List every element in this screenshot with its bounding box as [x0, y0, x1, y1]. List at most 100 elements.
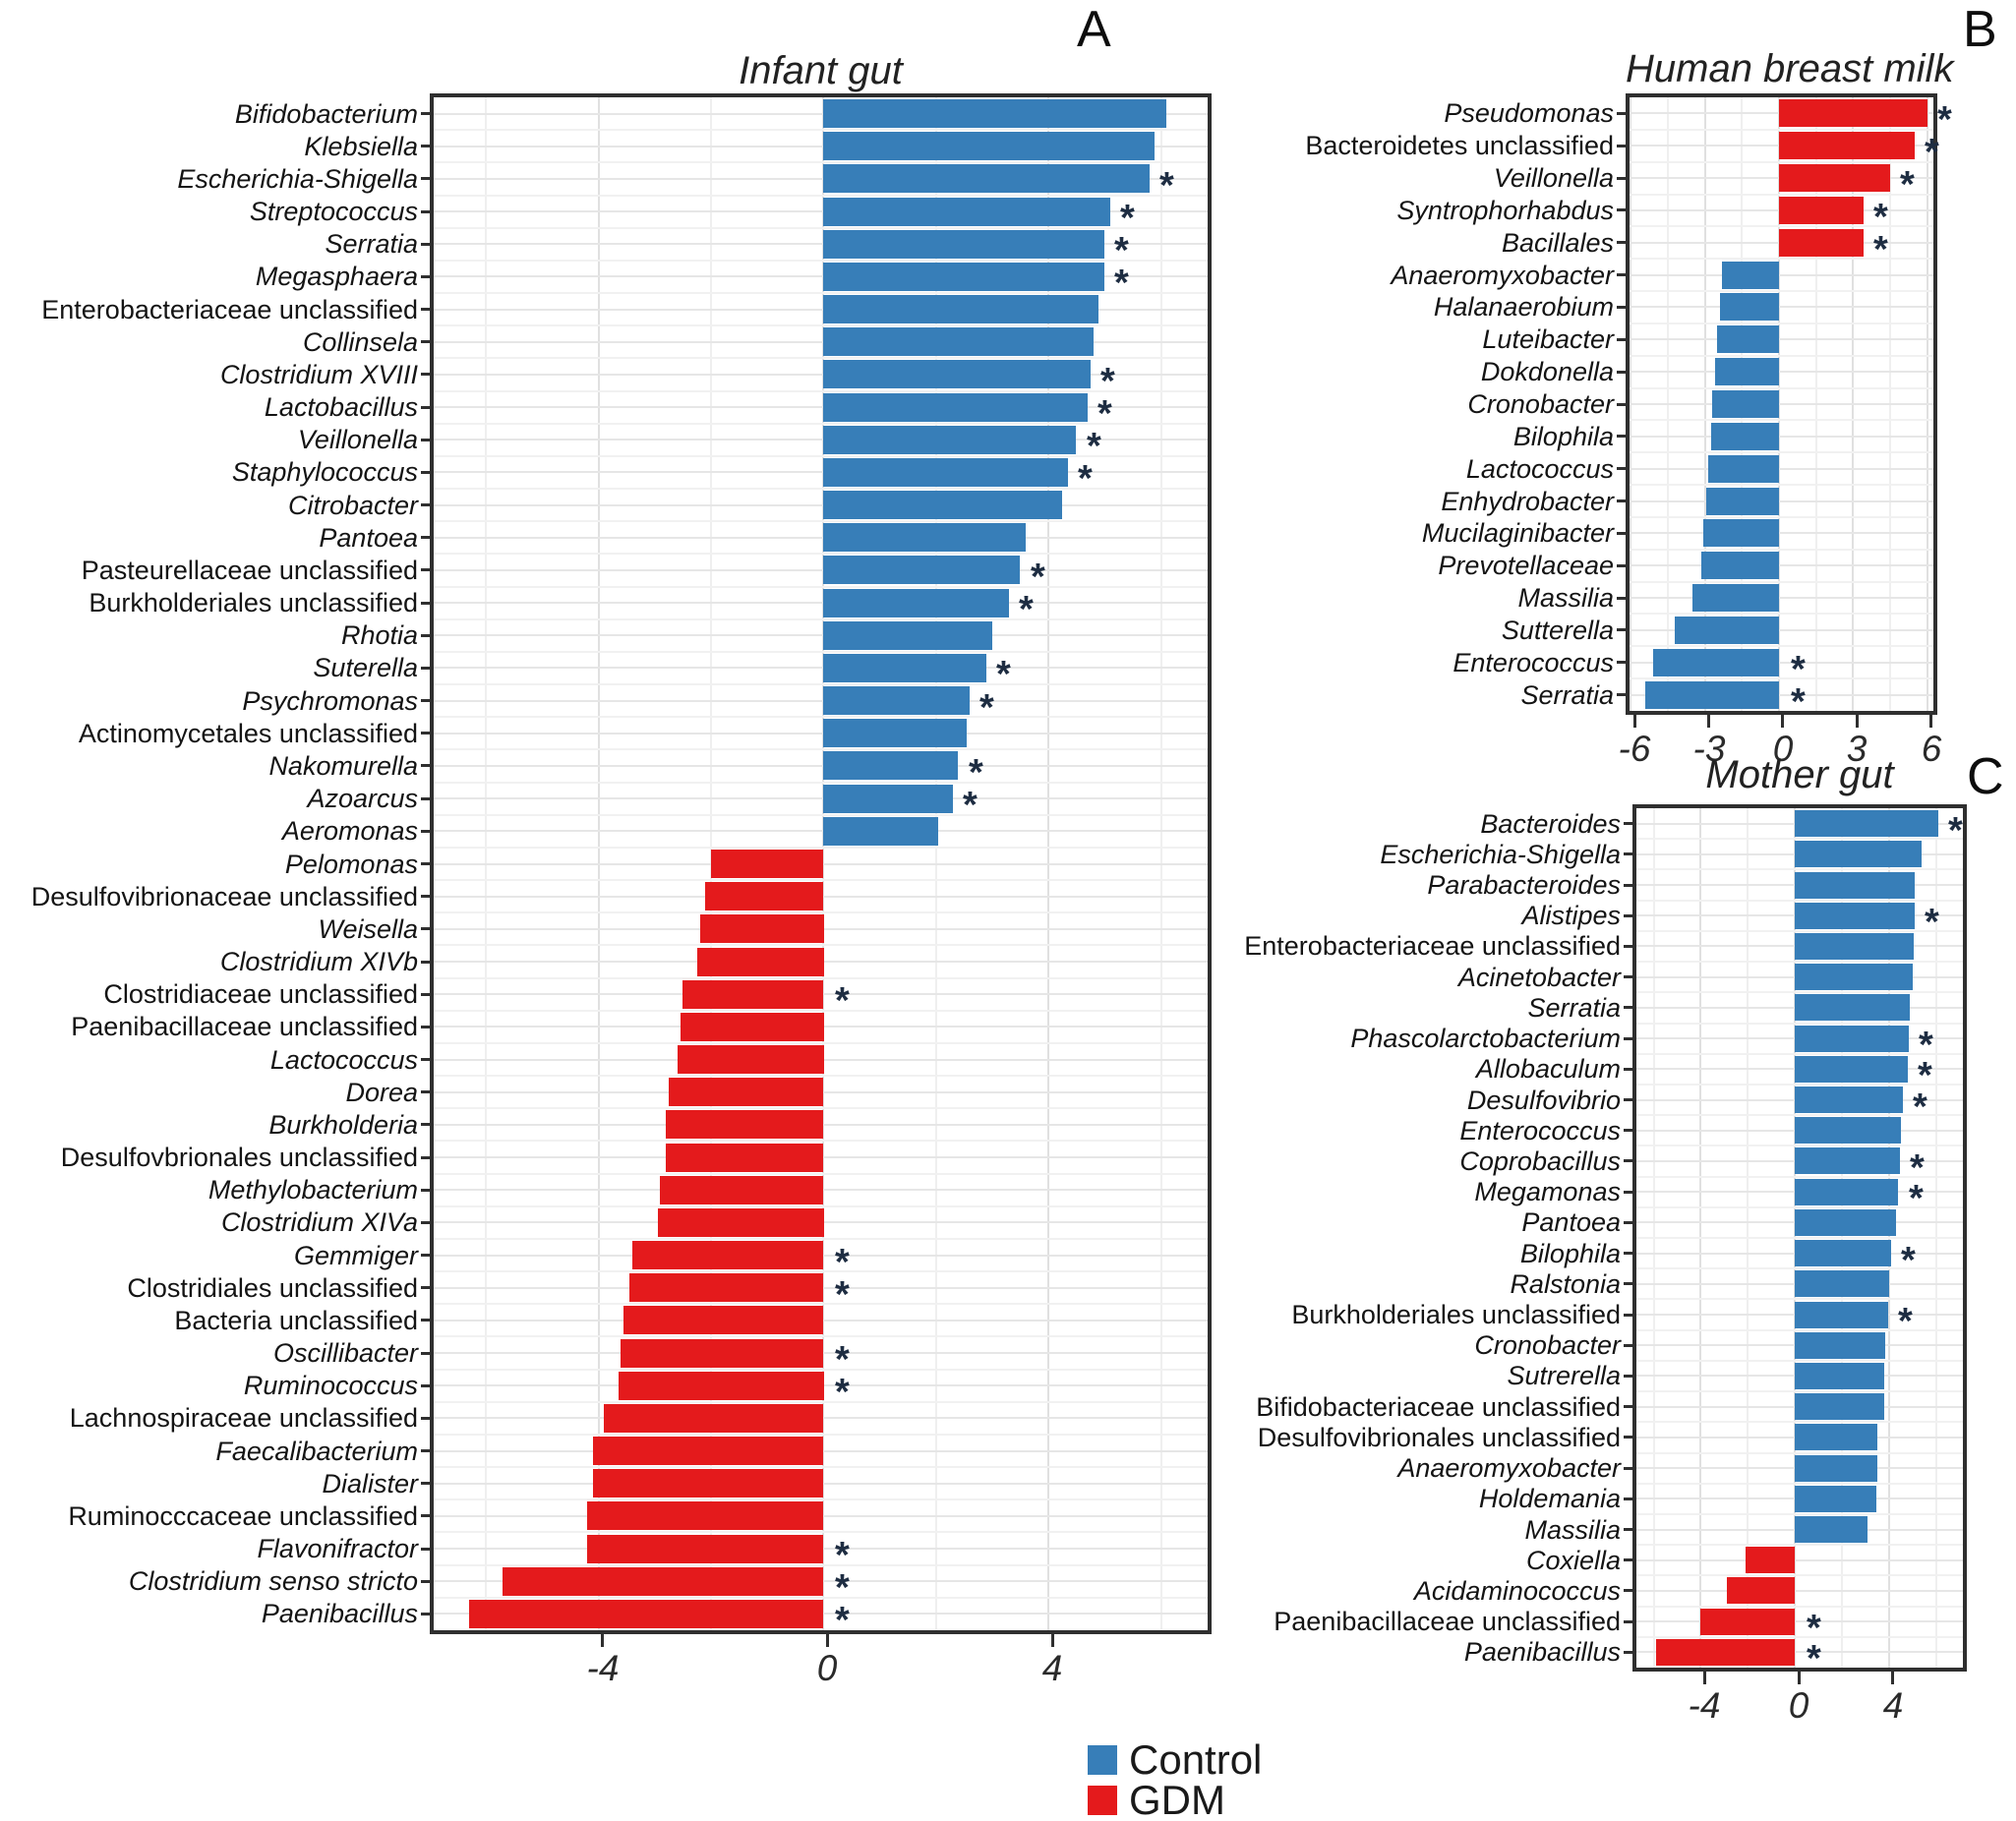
y-tick	[421, 1090, 430, 1093]
gridline-horizontal	[434, 195, 1208, 197]
y-tick	[421, 1123, 430, 1126]
y-tick	[1617, 564, 1626, 567]
bar	[1795, 841, 1922, 867]
panel-letter: A	[1077, 1, 1111, 58]
y-tick	[1624, 1528, 1632, 1531]
gridline-horizontal	[1636, 1590, 1963, 1592]
bar	[1720, 293, 1779, 321]
gridline-horizontal	[434, 1107, 1208, 1109]
gridline-horizontal	[434, 553, 1208, 555]
gridline-horizontal	[1636, 1620, 1963, 1622]
gridline-horizontal	[434, 439, 1208, 441]
bar	[1795, 1332, 1885, 1359]
gridline-horizontal	[1630, 613, 1933, 615]
y-tick	[1624, 1558, 1632, 1561]
bar	[1795, 1056, 1908, 1083]
bar	[1675, 617, 1779, 644]
gridline-horizontal	[1636, 1329, 1963, 1331]
gridline-horizontal	[434, 210, 1208, 212]
gridline-horizontal	[1636, 1651, 1963, 1653]
category-label: Ralstonia	[1510, 1269, 1621, 1299]
plot-box: * * * * * * * * * * * * * * * * * * * * * *	[430, 93, 1212, 1639]
gridline-horizontal	[434, 146, 1208, 147]
bar	[823, 719, 967, 747]
category-label: Clostridium XIVb	[219, 947, 418, 976]
gridline-horizontal	[434, 455, 1208, 457]
bar	[711, 850, 823, 878]
category-label: Massilia	[1524, 1515, 1621, 1545]
gridline-horizontal	[1630, 500, 1933, 502]
bar	[1795, 1393, 1884, 1420]
y-tick	[421, 1482, 430, 1485]
gridline-horizontal	[434, 324, 1208, 326]
y-tick	[421, 1352, 430, 1355]
y-tick	[421, 1156, 430, 1159]
category-label: Desulfovbrionales unclassified	[60, 1143, 418, 1172]
gridline-horizontal	[434, 1010, 1208, 1012]
category-label: Dokdonella	[1480, 357, 1614, 386]
y-tick	[1617, 467, 1626, 470]
category-label: Lactococcus	[269, 1045, 418, 1075]
gridline-horizontal	[434, 911, 1208, 913]
bar	[1795, 1363, 1884, 1389]
gridline-horizontal	[1630, 564, 1933, 566]
significance-asterisk: *	[1913, 1087, 1927, 1128]
significance-asterisk: *	[1100, 361, 1115, 402]
x-tick	[1891, 1672, 1894, 1684]
y-tick	[1624, 1221, 1632, 1224]
bar	[1779, 99, 1927, 127]
category-label: Bifidobacteriaceae unclassified	[1256, 1392, 1621, 1422]
gridline-horizontal	[434, 667, 1208, 669]
significance-asterisk: *	[1948, 810, 1963, 852]
category-label: Bilophila	[1512, 422, 1614, 451]
legend-item: Control	[1088, 1739, 1262, 1781]
category-label: Bifidobacterium	[234, 99, 418, 129]
gridline-horizontal	[434, 292, 1208, 294]
gridline-horizontal	[434, 634, 1208, 636]
y-tick	[1617, 499, 1626, 502]
gridline-horizontal	[1630, 258, 1933, 260]
category-label: Pantoea	[1521, 1207, 1621, 1237]
bar	[1712, 390, 1779, 418]
gridline-horizontal	[1636, 1606, 1963, 1608]
category-label: Bacteroides	[1480, 809, 1621, 839]
y-tick	[1617, 145, 1626, 147]
gridline-horizontal	[434, 178, 1208, 180]
category-label: Bacteria unclassified	[174, 1306, 418, 1335]
gridline-horizontal	[1636, 838, 1963, 840]
bar	[823, 458, 1068, 487]
y-tick	[1624, 1037, 1632, 1040]
gridline-horizontal	[1630, 451, 1933, 453]
gridline-horizontal	[434, 423, 1208, 425]
significance-asterisk: *	[835, 1600, 850, 1641]
category-label: Enterococcus	[1459, 1116, 1621, 1145]
significance-asterisk: *	[1909, 1178, 1924, 1219]
category-label: Desulfovibrionales unclassified	[1257, 1423, 1621, 1452]
y-tick	[421, 699, 430, 702]
gridline-horizontal	[434, 1042, 1208, 1044]
category-label: Clostridiaceae unclassified	[103, 979, 418, 1009]
bar	[660, 1176, 823, 1204]
y-tick	[421, 243, 430, 246]
y-tick	[1617, 306, 1626, 309]
y-tick	[1624, 1620, 1632, 1623]
significance-asterisk: *	[1031, 557, 1045, 598]
x-tick	[601, 1634, 604, 1647]
category-label: Staphylococcus	[231, 457, 418, 487]
gridline-horizontal	[434, 1466, 1208, 1468]
category-label: Megamonas	[1474, 1177, 1621, 1206]
category-label: Bacteroidetes unclassified	[1305, 131, 1614, 160]
y-tick	[1624, 1314, 1632, 1317]
bar	[658, 1208, 824, 1237]
gridline-horizontal	[434, 1205, 1208, 1207]
significance-asterisk: *	[1114, 263, 1129, 304]
y-tick	[421, 1254, 430, 1257]
category-label: Megasphaera	[255, 262, 418, 291]
bar	[1746, 1547, 1795, 1573]
significance-asterisk: *	[1925, 132, 1939, 173]
gridline-horizontal	[434, 765, 1208, 767]
y-tick	[1624, 1159, 1632, 1162]
bar	[682, 980, 823, 1009]
category-label: Burkholderiales unclassified	[1291, 1300, 1621, 1329]
bar	[1715, 358, 1779, 385]
